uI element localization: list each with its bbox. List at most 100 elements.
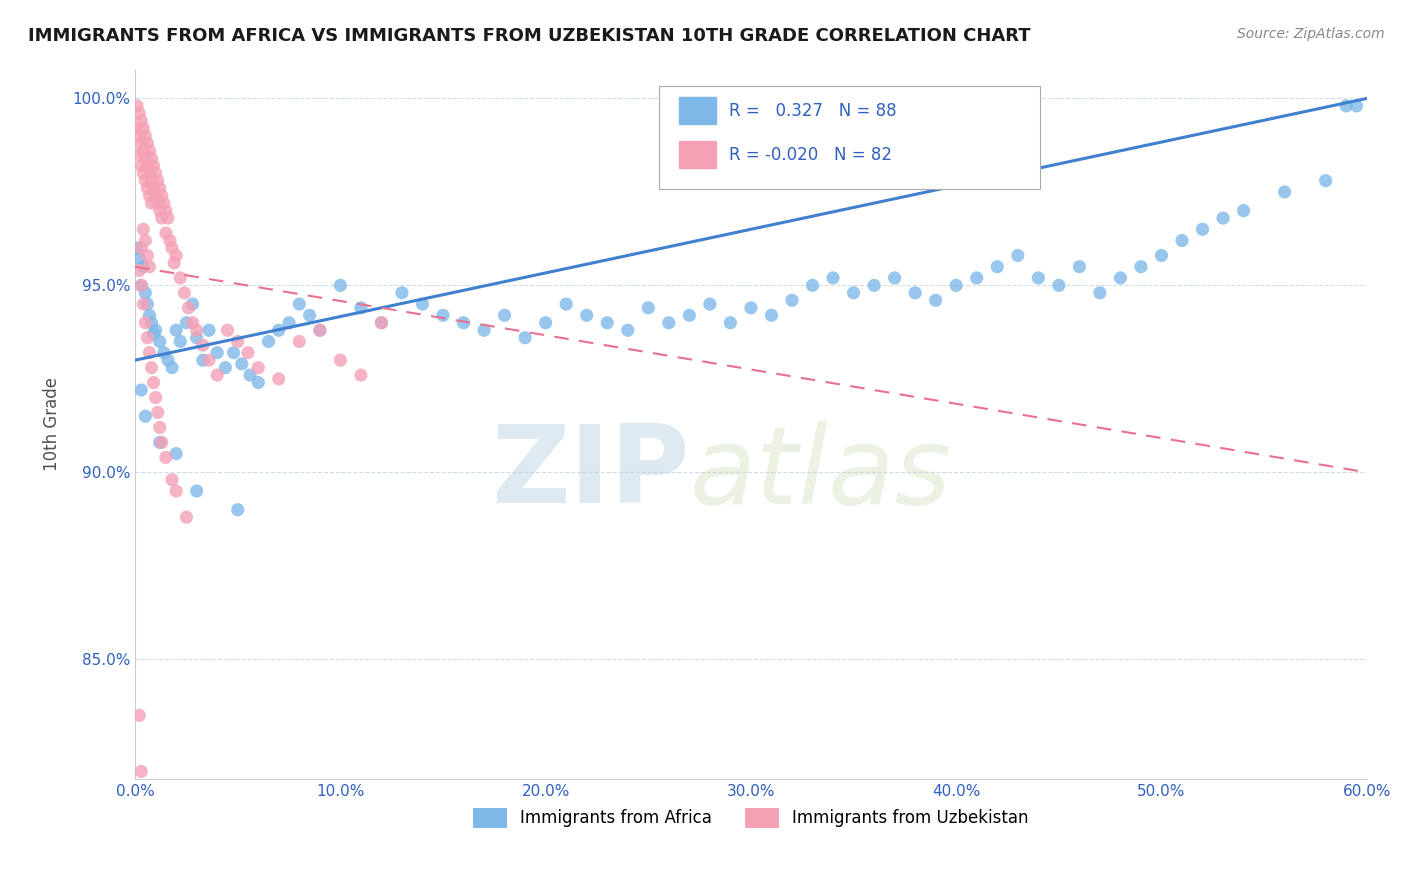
Point: [128, 128, 150, 143]
Point: [136, 331, 159, 345]
Point: [146, 405, 169, 419]
Point: [160, 473, 183, 487]
Point: [134, 316, 156, 330]
Point: [883, 271, 905, 285]
Point: [169, 271, 191, 285]
Point: [1109, 271, 1132, 285]
Point: [986, 260, 1008, 274]
Point: [945, 278, 967, 293]
Point: [134, 151, 156, 165]
Point: [150, 435, 173, 450]
Point: [904, 285, 927, 300]
Point: [149, 203, 172, 218]
Point: [128, 263, 150, 277]
Point: [181, 297, 204, 311]
Point: [149, 435, 172, 450]
Point: [801, 278, 824, 293]
Point: [128, 147, 150, 161]
Point: [236, 345, 259, 359]
Point: [129, 278, 152, 293]
Point: [136, 159, 159, 173]
Point: [138, 166, 160, 180]
Text: ZIP: ZIP: [491, 420, 689, 526]
Point: [155, 450, 177, 465]
Point: [138, 188, 160, 202]
Point: [308, 323, 330, 337]
Point: [924, 293, 946, 308]
Point: [191, 353, 214, 368]
Point: [740, 301, 762, 315]
Point: [513, 331, 536, 345]
Point: [149, 181, 172, 195]
Point: [141, 316, 163, 330]
Point: [127, 121, 149, 136]
Point: [637, 301, 659, 315]
Point: [145, 391, 167, 405]
Point: [141, 151, 163, 165]
Point: [205, 368, 228, 383]
Point: [350, 368, 373, 383]
Point: [129, 136, 152, 151]
Point: [136, 136, 159, 151]
Point: [146, 196, 169, 211]
Point: [160, 360, 183, 375]
Legend: Immigrants from Africa, Immigrants from Uzbekistan: Immigrants from Africa, Immigrants from …: [467, 801, 1035, 835]
Point: [222, 345, 245, 359]
Point: [141, 196, 163, 211]
Point: [575, 308, 598, 322]
Point: [165, 248, 187, 262]
Point: [155, 203, 177, 218]
Point: [136, 181, 159, 195]
Point: [165, 483, 187, 498]
Point: [176, 510, 198, 524]
Point: [181, 316, 204, 330]
Point: [142, 376, 165, 390]
Point: [132, 166, 155, 180]
Point: [1232, 203, 1254, 218]
Bar: [679, 141, 717, 168]
Point: [1069, 260, 1091, 274]
Point: [658, 316, 681, 330]
Point: [231, 357, 253, 371]
Point: [1171, 234, 1194, 248]
Point: [1047, 278, 1070, 293]
Point: [156, 211, 179, 225]
Text: Source: ZipAtlas.com: Source: ZipAtlas.com: [1237, 27, 1385, 41]
Point: [257, 334, 280, 349]
Point: [1088, 285, 1111, 300]
Point: [169, 334, 191, 349]
Point: [129, 278, 152, 293]
Point: [150, 188, 173, 202]
Point: [678, 308, 700, 322]
Point: [146, 174, 169, 188]
Point: [298, 308, 321, 322]
Point: [370, 316, 392, 330]
Point: [350, 301, 373, 315]
Point: [267, 323, 290, 337]
Point: [288, 334, 311, 349]
Point: [718, 316, 741, 330]
Point: [132, 121, 155, 136]
Point: [136, 297, 159, 311]
Point: [821, 271, 844, 285]
Point: [127, 241, 149, 255]
Point: [153, 196, 176, 211]
Point: [136, 248, 159, 262]
Point: [159, 234, 181, 248]
Point: [699, 297, 721, 311]
Point: [308, 323, 330, 337]
Text: IMMIGRANTS FROM AFRICA VS IMMIGRANTS FROM UZBEKISTAN 10TH GRADE CORRELATION CHAR: IMMIGRANTS FROM AFRICA VS IMMIGRANTS FRO…: [28, 27, 1031, 45]
Point: [472, 323, 495, 337]
Point: [132, 297, 155, 311]
Point: [176, 316, 198, 330]
Point: [173, 285, 195, 300]
Point: [214, 360, 236, 375]
Point: [165, 447, 187, 461]
Point: [149, 334, 172, 349]
Point: [453, 316, 475, 330]
Point: [616, 323, 638, 337]
Point: [129, 383, 152, 397]
Point: [534, 316, 557, 330]
Point: [145, 166, 167, 180]
Point: [596, 316, 619, 330]
